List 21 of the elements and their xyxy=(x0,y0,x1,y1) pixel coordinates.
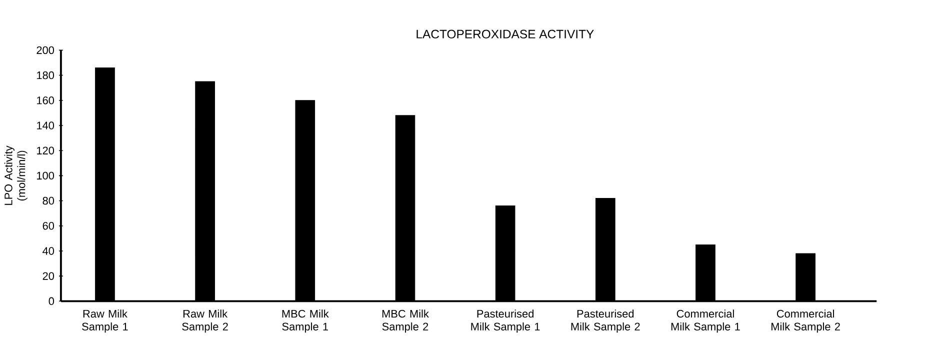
y-tick-label: 60 xyxy=(42,222,54,230)
y-tick-label: 180 xyxy=(37,71,54,80)
y-tick-label: 120 xyxy=(37,146,54,154)
x-tick-label: MBC Milk Sample 1 xyxy=(282,309,329,333)
x-tick-label: Raw Milk Sample 2 xyxy=(182,309,228,333)
chart-title: LACTOPEROXIDASE ACTIVITY xyxy=(416,30,594,38)
x-tick-label: Pasteurised Milk Sample 1 xyxy=(471,309,540,333)
y-tick-label: 160 xyxy=(37,96,54,104)
y-tick-label: 0 xyxy=(48,297,54,305)
y-tick-label: 80 xyxy=(42,196,54,205)
x-tick-label: Raw Milk Sample 1 xyxy=(82,309,128,333)
x-tick-label: Commercial Milk Sample 2 xyxy=(771,309,840,333)
y-tick-label: 100 xyxy=(37,172,54,180)
y-tick-label: 20 xyxy=(42,272,54,280)
x-tick-label: Pasteurised Milk Sample 2 xyxy=(571,309,640,333)
x-tick-label: MBC Milk Sample 2 xyxy=(382,309,429,333)
y-tick-label: 140 xyxy=(37,122,54,130)
y-tick-label: 200 xyxy=(36,46,54,54)
y-axis-title: LPO Activity (mol/min/l) xyxy=(4,146,28,205)
x-tick-label: Commercial Milk Sample 1 xyxy=(671,309,740,333)
y-tick-label: 40 xyxy=(42,247,54,255)
